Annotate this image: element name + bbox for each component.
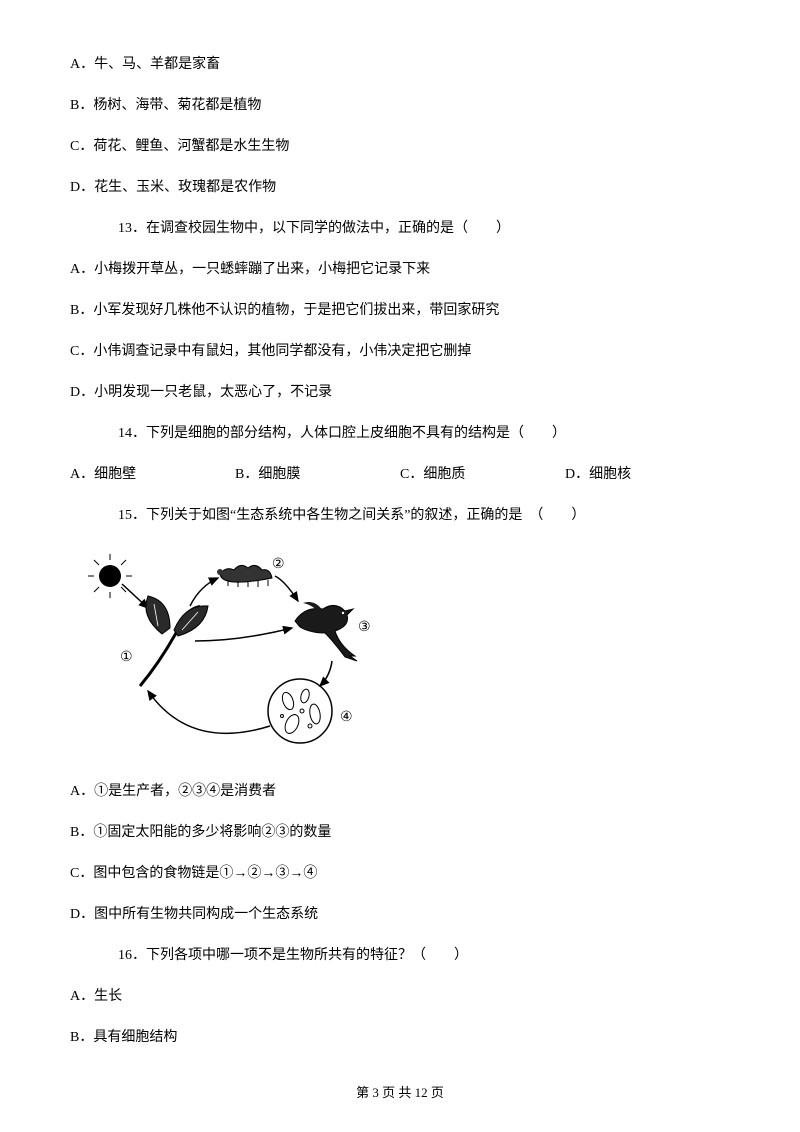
page-footer: 第 3 页 共 12 页 <box>0 1083 800 1103</box>
q14-option-d: D．细胞核 <box>565 464 730 485</box>
q13-option-c: C．小伟调查记录中有鼠妇，其他同学都没有，小伟决定把它删掉 <box>70 341 730 362</box>
q14-options-row: A．细胞壁 B．细胞膜 C．细胞质 D．细胞核 <box>70 464 730 485</box>
q14-stem: 14．下列是细胞的部分结构，人体口腔上皮细胞不具有的结构是（ ） <box>70 423 730 444</box>
decomposer-node <box>268 679 332 743</box>
q15-option-b: B．①固定太阳能的多少将影响②③的数量 <box>70 822 730 843</box>
q15-option-c: C．图中包含的食物链是①→②→③→④ <box>70 863 730 884</box>
q16-option-b: B．具有细胞结构 <box>70 1027 730 1048</box>
q13-option-d: D．小明发现一只老鼠，太恶心了，不记录 <box>70 382 730 403</box>
label-4: ④ <box>340 710 353 725</box>
label-2: ② <box>272 557 285 572</box>
q15-stem: 15．下列关于如图“生态系统中各生物之间关系”的叙述，正确的是 （ ） <box>70 505 730 526</box>
ecosystem-diagram: ① ② ③ ④ <box>70 546 730 756</box>
caterpillar-node <box>217 565 272 587</box>
q16-option-a: A．生长 <box>70 986 730 1007</box>
q12-option-c: C．荷花、鲤鱼、河蟹都是水生生物 <box>70 136 730 157</box>
q13-stem: 13．在调查校园生物中，以下同学的做法中，正确的是（ ） <box>70 218 730 239</box>
q12-option-a: A．牛、马、羊都是家畜 <box>70 54 730 75</box>
q16-stem: 16．下列各项中哪一项不是生物所共有的特征？（ ） <box>70 945 730 966</box>
q13-option-a: A．小梅拨开草丛，一只蟋蟀蹦了出来，小梅把它记录下来 <box>70 259 730 280</box>
label-3: ③ <box>358 620 370 635</box>
bird-node <box>295 602 357 661</box>
q13-option-b: B．小军发现好几株他不认识的植物，于是把它们拔出来，带回家研究 <box>70 300 730 321</box>
q14-option-b: B．细胞膜 <box>235 464 400 485</box>
q14-option-a: A．细胞壁 <box>70 464 235 485</box>
q15-option-d: D．图中所有生物共同构成一个生态系统 <box>70 904 730 925</box>
label-1: ① <box>120 650 133 665</box>
q12-option-d: D．花生、玉米、玫瑰都是农作物 <box>70 177 730 198</box>
q15-option-a: A．①是生产者，②③④是消费者 <box>70 781 730 802</box>
q14-option-c: C．细胞质 <box>400 464 565 485</box>
q12-option-b: B．杨树、海带、菊花都是植物 <box>70 95 730 116</box>
